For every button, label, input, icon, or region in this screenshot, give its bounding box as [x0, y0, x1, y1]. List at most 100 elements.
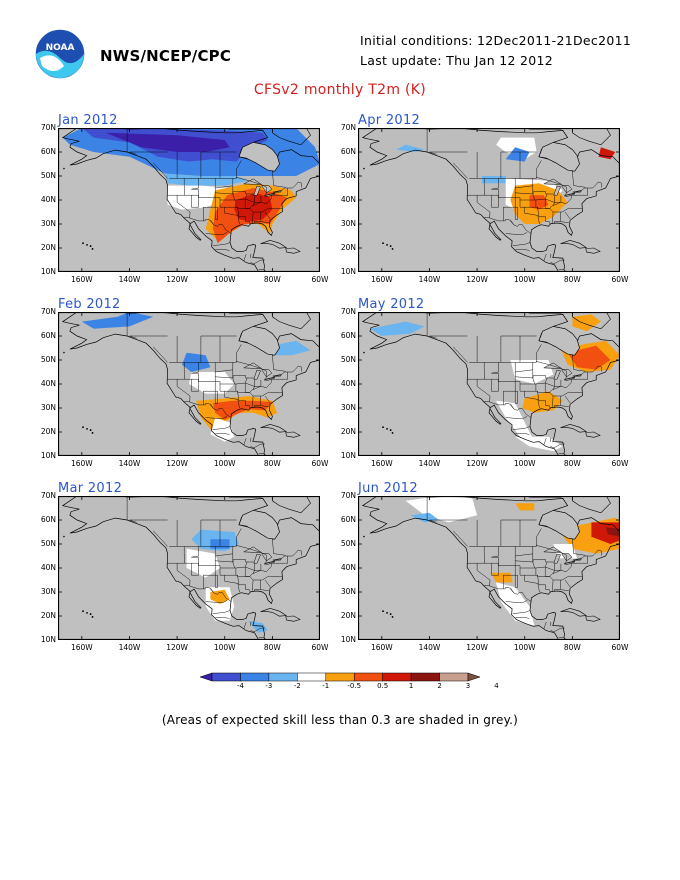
boundary-line — [467, 187, 589, 205]
colorbar-tick-label: -1 — [322, 682, 330, 690]
boundary-line — [205, 232, 228, 236]
island — [82, 610, 84, 613]
boundary-line — [245, 569, 261, 577]
coastline — [585, 615, 601, 622]
panel-label: Mar 2012 — [58, 481, 123, 496]
boundary-line — [545, 385, 561, 393]
colorbar-tick-label: -2 — [293, 682, 301, 690]
panel-label: Jun 2012 — [358, 481, 418, 496]
anomaly-patch — [369, 321, 425, 336]
boundary-line — [554, 211, 561, 224]
anomaly-patch — [510, 360, 554, 384]
great-lake — [263, 192, 275, 197]
boundary-line — [215, 432, 230, 435]
map-feb — [58, 312, 320, 456]
boundary-line — [552, 211, 554, 223]
hudson-bay — [538, 326, 580, 356]
island — [391, 432, 394, 434]
boundary-line — [245, 201, 261, 209]
colorbar-box — [353, 672, 383, 682]
island — [382, 426, 384, 429]
boundary-line — [545, 201, 561, 209]
hudson-bay — [538, 142, 580, 172]
colorbar-box — [325, 672, 355, 682]
anomaly-patch — [591, 522, 620, 544]
lat-tick-label: 40N — [340, 563, 356, 572]
island — [89, 613, 92, 615]
boundary-line — [535, 160, 542, 179]
boundary-line — [183, 585, 232, 602]
lon-tick-label: 120W — [166, 459, 188, 468]
great-lake — [572, 190, 582, 193]
boundary-line — [564, 579, 571, 588]
island — [391, 616, 394, 618]
boundary-line — [167, 187, 289, 205]
lat-tick-label: 60N — [340, 515, 356, 524]
boundary-line — [564, 395, 571, 404]
boundary-line — [235, 344, 242, 363]
great-lake — [263, 560, 275, 565]
boundary-line — [215, 616, 230, 619]
boundary-line — [210, 403, 215, 410]
boundary-line — [512, 610, 531, 614]
boundary-line — [469, 545, 602, 564]
colorbar-tick-label: 4 — [494, 682, 499, 690]
boundary-line — [260, 405, 269, 407]
lat-tick-label: 20N — [340, 611, 356, 620]
lat-tick-label: 60N — [40, 515, 56, 524]
lat-tick-label: 60N — [340, 331, 356, 340]
coastline — [560, 607, 588, 617]
lon-tick-label: 160W — [70, 643, 93, 652]
colorbar-box — [297, 672, 327, 682]
boundary-line — [544, 193, 548, 209]
boundary-line — [203, 362, 218, 405]
boundary-line — [210, 219, 215, 226]
island — [386, 243, 388, 246]
boundary-line — [429, 519, 468, 523]
anomaly-patch — [81, 312, 154, 329]
boundary-line — [232, 553, 235, 569]
lon-tick-label: 160W — [70, 459, 93, 468]
island — [86, 243, 88, 246]
boundary-line — [524, 207, 541, 225]
coastline — [560, 423, 588, 433]
lat-tick-label: 20N — [40, 243, 56, 252]
great-lake — [263, 376, 275, 381]
boundary-line — [429, 335, 468, 339]
island — [363, 351, 365, 354]
boundary-line — [169, 545, 302, 564]
boundary-line — [264, 211, 271, 220]
panel-label: May 2012 — [358, 297, 425, 312]
boundary-line — [476, 195, 491, 218]
boundary-line — [215, 546, 234, 557]
boundary-line — [243, 437, 247, 446]
boundary-line — [543, 621, 547, 630]
boundary-line — [515, 248, 530, 251]
colorbar-box — [240, 672, 270, 682]
lat-tick-label: 50N — [40, 539, 56, 548]
boundary-line — [560, 589, 569, 591]
anomaly-patch — [496, 582, 535, 626]
boundary-line — [203, 546, 218, 589]
boundary-line — [552, 579, 554, 591]
anomaly-patch — [567, 345, 611, 370]
colorbar-tick-label: -3 — [265, 682, 273, 690]
island — [82, 426, 84, 429]
boundary-line — [515, 362, 534, 373]
boundary-line — [235, 528, 242, 547]
anomaly-patch — [186, 548, 220, 578]
boundary-line — [476, 379, 491, 402]
lon-tick-label: 80W — [563, 643, 581, 652]
boundary-line — [272, 355, 286, 372]
lat-tick-label: 60N — [40, 331, 56, 340]
lat-tick-label: 70N — [40, 123, 56, 132]
lat-tick-label: 50N — [340, 171, 356, 180]
lat-tick-label: 30N — [40, 587, 56, 596]
island — [63, 167, 65, 170]
lat-tick-label: 70N — [340, 307, 356, 316]
anomaly-patch — [272, 340, 311, 356]
boundary-line — [552, 563, 555, 575]
org-name: NWS/NCEP/CPC — [100, 47, 232, 65]
anomaly-patch — [481, 176, 506, 184]
map-panel-jun: Jun 2012 70N 60N 50N 40N 30N 20N 10N 160W 140W 12… — [341, 481, 629, 652]
